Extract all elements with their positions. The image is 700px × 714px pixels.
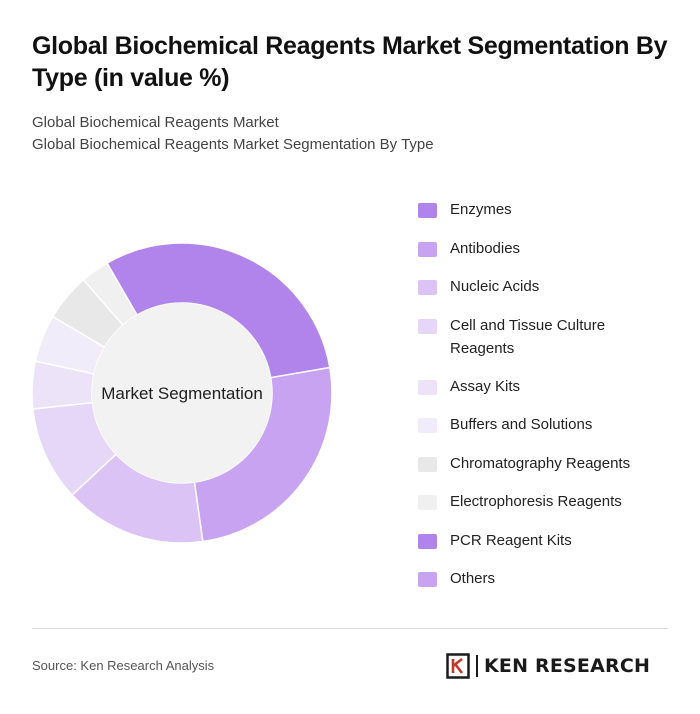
legend-label: Antibodies xyxy=(450,240,521,257)
legend-swatch xyxy=(418,495,437,510)
brand-name: KEN RESEARCH xyxy=(484,655,651,677)
legend-item-chromatography-reagents[interactable]: Chromatography Reagents xyxy=(418,452,688,475)
legend-item-assay-kits[interactable]: Assay Kits xyxy=(418,375,688,398)
chart-title: Global Biochemical Reagents Market Segme… xyxy=(32,32,668,92)
logo-separator xyxy=(476,655,478,677)
legend-label: Enzymes xyxy=(450,201,512,218)
legend-swatch xyxy=(418,534,437,549)
legend-label: Cell and Tissue Culture Reagents xyxy=(450,317,606,357)
legend-label: Chromatography Reagents xyxy=(450,455,631,472)
legend-item-pcr-reagent-kits[interactable]: PCR Reagent Kits xyxy=(418,529,688,552)
legend-label: Others xyxy=(450,570,496,587)
legend-swatch xyxy=(418,319,437,334)
source-note: Source: Ken Research Analysis xyxy=(32,658,215,673)
legend-swatch xyxy=(418,280,437,295)
legend-item-nucleic-acids[interactable]: Nucleic Acids xyxy=(418,275,688,298)
legend-label: Assay Kits xyxy=(450,378,521,395)
legend-swatch xyxy=(418,242,437,257)
donut-center-label: Market Segmentation xyxy=(101,384,263,403)
ken-research-logo-icon xyxy=(446,653,470,679)
legend-label: Electrophoresis Reagents xyxy=(450,493,622,510)
legend-label: PCR Reagent Kits xyxy=(450,532,572,549)
breadcrumb-segmentation: Global Biochemical Reagents Market Segme… xyxy=(32,136,434,153)
breadcrumb-market: Global Biochemical Reagents Market xyxy=(32,114,279,131)
footer-divider xyxy=(32,628,668,629)
legend-item-enzymes[interactable]: Enzymes xyxy=(418,198,688,221)
legend-swatch xyxy=(418,203,437,218)
legend-item-buffers-and-solutions[interactable]: Buffers and Solutions xyxy=(418,413,688,436)
donut-chart: Market Segmentation xyxy=(31,242,333,544)
legend-swatch xyxy=(418,418,437,433)
legend-swatch xyxy=(418,380,437,395)
legend-item-others[interactable]: Others xyxy=(418,567,688,590)
legend-item-electrophoresis-reagents[interactable]: Electrophoresis Reagents xyxy=(418,490,688,513)
legend-label: Buffers and Solutions xyxy=(450,416,593,433)
donut-center xyxy=(92,303,272,483)
legend-swatch xyxy=(418,457,437,472)
breadcrumb: Global Biochemical Reagents Market Globa… xyxy=(32,112,434,156)
legend-item-antibodies[interactable]: Antibodies xyxy=(418,237,688,260)
ken-research-logo: KEN RESEARCH xyxy=(446,651,650,681)
legend-item-cell-and-tissue-culture-reagents[interactable]: Cell and Tissue Culture Reagents xyxy=(418,314,688,360)
legend-swatch xyxy=(418,572,437,587)
legend-label: Nucleic Acids xyxy=(450,278,540,295)
